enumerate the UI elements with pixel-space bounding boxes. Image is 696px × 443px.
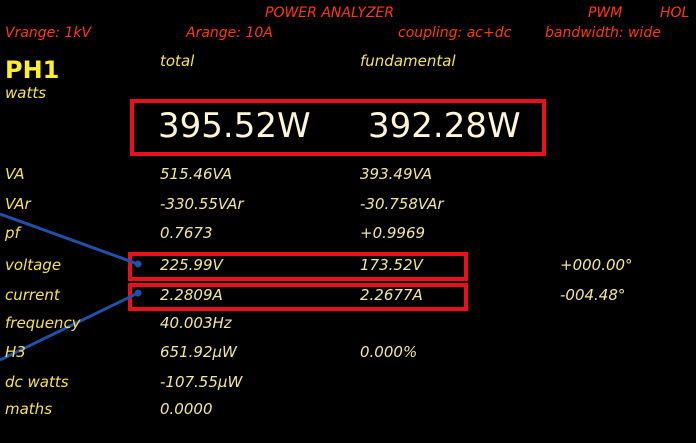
arange: Arange: 10A xyxy=(186,25,273,41)
row-label: dc watts xyxy=(5,373,69,391)
value: 515.46VA xyxy=(160,165,232,183)
column-header: fundamental xyxy=(360,52,456,70)
value: 173.52V xyxy=(360,256,423,274)
hold: HOL xyxy=(660,5,690,21)
coupling: coupling: ac+dc xyxy=(398,25,512,41)
bandwidth: bandwidth: wide xyxy=(545,25,661,41)
value: 0.0000 xyxy=(160,400,213,418)
pointer-line xyxy=(0,212,139,266)
row-label: frequency xyxy=(5,314,81,332)
column-header: total xyxy=(160,52,195,70)
value: 2.2677A xyxy=(360,286,423,304)
vrange: Vrange: 1kV xyxy=(5,25,92,41)
phase: PH1 xyxy=(5,56,60,84)
value: 2.2809A xyxy=(160,286,223,304)
value: 40.003Hz xyxy=(160,314,232,332)
highlight-box xyxy=(130,99,546,156)
title: POWER ANALYZER xyxy=(265,5,395,21)
row-label: pf xyxy=(5,224,20,242)
value: 393.49VA xyxy=(360,165,432,183)
row-label: H3 xyxy=(5,343,26,361)
highlight-box xyxy=(128,252,468,281)
row-label: VAr xyxy=(5,195,31,213)
value: -004.48° xyxy=(560,286,626,304)
value: 225.99V xyxy=(160,256,223,274)
value: -330.55VAr xyxy=(160,195,244,213)
value: +000.00° xyxy=(560,256,633,274)
value: +0.9969 xyxy=(360,224,426,242)
value: 0.000% xyxy=(360,343,418,361)
mode: PWM xyxy=(588,5,623,21)
value: -30.758VAr xyxy=(360,195,444,213)
pointer-line xyxy=(0,291,139,362)
row-label: maths xyxy=(5,400,53,418)
big-value: 395.52W xyxy=(158,106,311,146)
row-label: current xyxy=(5,286,60,304)
row-label: watts xyxy=(5,84,47,102)
big-value: 392.28W xyxy=(368,106,521,146)
pointer-dot xyxy=(134,289,142,297)
row-label: voltage xyxy=(5,256,62,274)
row-label: VA xyxy=(5,165,25,183)
value: -107.55µW xyxy=(160,373,243,391)
pointer-dot xyxy=(134,260,142,268)
value: 0.7673 xyxy=(160,224,213,242)
value: 651.92µW xyxy=(160,343,237,361)
